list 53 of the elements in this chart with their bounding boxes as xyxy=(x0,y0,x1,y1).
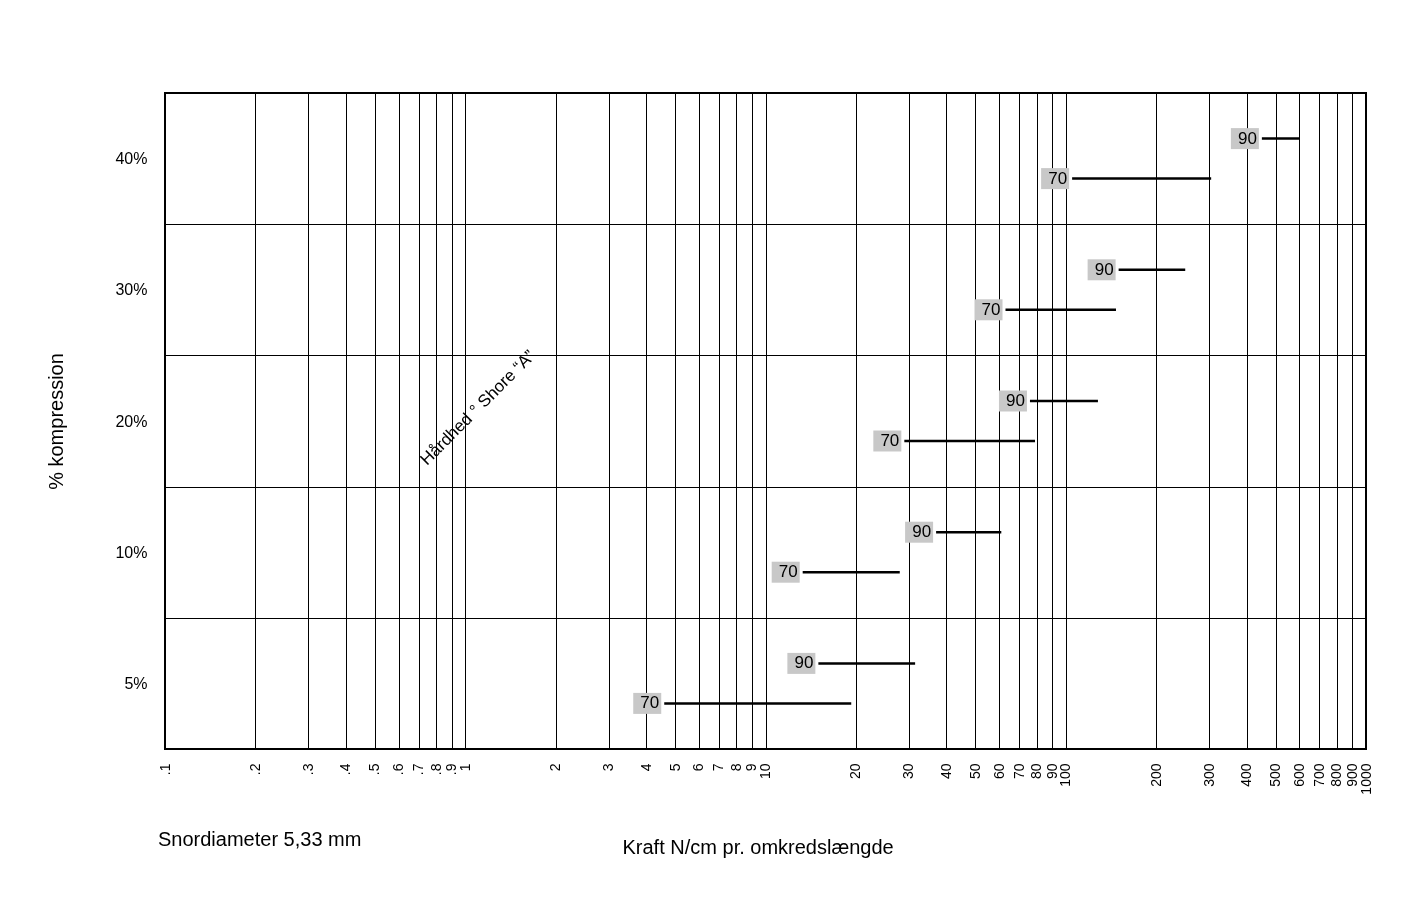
x-tick-label: .3 xyxy=(299,763,316,776)
y-axis-title: % kompression xyxy=(45,353,68,490)
text: Snordiameter 5,33 mm xyxy=(158,828,362,850)
x-tick-label: 7 xyxy=(710,763,727,772)
x-tick-label: 900 xyxy=(1343,763,1360,787)
x-tick-label: 60 xyxy=(990,763,1007,780)
x-tick-label: 90 xyxy=(1043,763,1060,780)
x-tick-label: 3 xyxy=(600,763,617,772)
text: 70 xyxy=(1048,168,1068,188)
y-tick-label: 10% xyxy=(115,543,148,561)
x-tick-label: 10 xyxy=(757,763,773,780)
x-tick-label: 70 xyxy=(1010,763,1027,780)
x-tick-label: 8 xyxy=(727,763,744,772)
y-tick-label: 20% xyxy=(115,412,148,430)
text: 70 xyxy=(640,693,660,713)
text: 90 xyxy=(912,522,932,542)
x-tick-label: .8 xyxy=(427,763,444,776)
text: 70 xyxy=(778,562,798,582)
y-tick-label: 5% xyxy=(124,674,148,692)
x-tick-label: 50 xyxy=(966,763,983,780)
x-tick-label: 20 xyxy=(847,763,864,780)
text: 90 xyxy=(1006,391,1025,410)
x-tick-label: 300 xyxy=(1200,763,1217,787)
x-tick-label: 700 xyxy=(1310,763,1327,787)
x-tick-label: 6 xyxy=(690,763,707,772)
x-tick-label: 800 xyxy=(1328,763,1345,787)
x-tick-label: 1000 xyxy=(1357,763,1374,795)
text: 90 xyxy=(1094,259,1114,279)
x-tick-label: 400 xyxy=(1238,763,1255,787)
x-tick-label: 600 xyxy=(1290,763,1307,787)
text: 90 xyxy=(794,653,814,673)
x-tick-label: 100 xyxy=(1057,763,1074,787)
x-tick-label: .6 xyxy=(390,763,407,776)
x-tick-label: .1 xyxy=(156,763,173,776)
x-tick-label: 80 xyxy=(1028,763,1045,780)
x-tick-label: 30 xyxy=(900,763,917,780)
x-tick-label: 2 xyxy=(547,763,564,772)
x-tick-label: 5 xyxy=(666,763,683,772)
y-tick-label: 40% xyxy=(115,150,148,168)
x-tick-label: 9 xyxy=(743,763,760,772)
x-tick-label: .2 xyxy=(246,763,263,776)
x-tick-label: .4 xyxy=(337,763,354,776)
x-tick-label: 40 xyxy=(937,763,954,780)
x-tick-label: .5 xyxy=(366,763,383,776)
text: 70 xyxy=(981,299,1001,319)
series-label: 90 xyxy=(1237,128,1257,148)
y-tick-label: 30% xyxy=(115,281,148,299)
series-label: 70 xyxy=(880,431,900,450)
x-tick-label: 200 xyxy=(1147,763,1164,787)
x-tick-label: 4 xyxy=(637,763,654,772)
x-axis-title: Kraft N/cm pr. omkredslængde xyxy=(622,835,894,858)
x-tick-label: .7 xyxy=(410,763,427,776)
x-tick-label: 500 xyxy=(1267,763,1284,787)
